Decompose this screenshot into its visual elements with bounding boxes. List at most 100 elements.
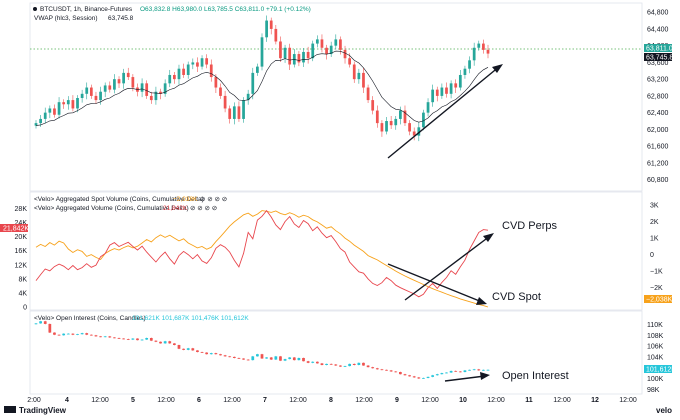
price-trend-arrow [387, 64, 503, 159]
oi-candle [385, 369, 388, 371]
price-candle [145, 83, 149, 96]
price-candle [94, 95, 98, 101]
time-tick-label: 2:00 [27, 397, 41, 404]
price-candle [283, 47, 287, 59]
oi-tick-label: 104K [647, 354, 664, 361]
price-candle [371, 100, 375, 111]
price-candle [435, 89, 439, 96]
time-tick-label: 11 [525, 397, 533, 404]
price-candle [113, 79, 116, 90]
price-candle [196, 62, 199, 67]
oi-candle [136, 338, 139, 341]
oi-candle [283, 359, 287, 361]
oi-candle [214, 353, 218, 355]
price-legend: BTCUSDT, 1h, Binance-Futures O63,832.8 H… [33, 6, 311, 22]
vwap-label: VWAP (hlc3, Session) [34, 15, 98, 22]
oi-candle [339, 365, 342, 367]
price-tick-label: 62,000 [647, 127, 669, 134]
oi-candle [325, 363, 328, 365]
price-tick-label: 63,200 [647, 77, 669, 84]
oi-candle [334, 364, 338, 366]
oi-candle [454, 370, 458, 372]
oi-candle [43, 321, 47, 324]
oi-tick-label: 106K [647, 344, 664, 351]
price-candle [389, 121, 393, 126]
price-candle [274, 28, 278, 42]
oi-legend-label: <Velo> Open Interest (Coins, Candles) [34, 315, 146, 322]
price-candle [403, 110, 407, 124]
price-candle [80, 93, 84, 98]
oi-candle [472, 369, 476, 371]
oi-candle [89, 334, 93, 336]
oi-candle [163, 341, 167, 344]
price-tick-label: 61,200 [647, 160, 669, 167]
price-candle [375, 110, 379, 124]
oi-candle [380, 369, 384, 371]
price-candle [482, 43, 485, 50]
price-candle [343, 49, 347, 59]
oi-candle [435, 374, 439, 376]
oi-candle [80, 333, 84, 335]
oi-candle [177, 345, 181, 349]
oi-candle [186, 348, 190, 350]
price-candle [76, 98, 79, 109]
price-candle [362, 72, 365, 88]
oi-candle [329, 363, 333, 365]
close-badge-text: 63,811.0 [646, 46, 673, 53]
price-candle [449, 83, 453, 94]
oi-candle [320, 363, 324, 365]
vwap-value: 63,745.8 [108, 15, 134, 22]
spot-right-badge [644, 295, 672, 303]
velo-brand: velo [656, 406, 672, 415]
oi-candle [99, 336, 102, 338]
cvd-left-tick-label: 4K [18, 290, 27, 297]
oi-candle [375, 368, 379, 370]
oi-tick-label: 110K [647, 322, 663, 329]
price-candle [53, 108, 56, 115]
oi-candle [274, 356, 278, 360]
cvd-left-tick-label: 0 [23, 305, 27, 312]
price-candle [131, 77, 135, 88]
oi-candle [292, 357, 296, 361]
price-candle [315, 39, 319, 44]
oi-candle [371, 367, 375, 369]
oi-candle [315, 361, 319, 364]
oi-candle [449, 370, 453, 373]
cvd-axis-right: 3K 2K 1K 0 −1K −2K [650, 203, 663, 293]
time-tick-label: 7 [263, 397, 267, 404]
oi-candle [408, 375, 411, 377]
vwap-line [35, 50, 489, 126]
price-candle [186, 64, 190, 75]
oi-candle [196, 350, 199, 353]
price-candle [380, 123, 384, 132]
oi-candle [219, 354, 222, 356]
tradingview-brand: TradingView [19, 406, 67, 415]
oi-candle [85, 333, 89, 335]
price-candle [85, 87, 89, 94]
oi-candle [131, 338, 135, 340]
oi-candle [297, 357, 301, 361]
price-candle [126, 72, 130, 78]
oi-candle [362, 362, 365, 366]
oi-candle [140, 339, 144, 341]
time-tick-label: 12:00 [487, 397, 505, 404]
oi-legend: <Velo> Open Interest (Coins, Candles) 10… [34, 315, 249, 322]
price-candle [223, 95, 227, 109]
price-candle [311, 43, 315, 59]
price-candle [348, 58, 352, 65]
price-candle [440, 87, 444, 96]
oi-candle [352, 363, 356, 365]
price-candle [408, 123, 411, 132]
time-tick-label: 12:00 [289, 397, 307, 404]
price-candle [246, 93, 250, 101]
oi-candle [477, 369, 481, 371]
price-candle [422, 112, 425, 128]
price-candle [177, 68, 181, 80]
price-axis: 64,80064,40064,00063,60063,20062,80062,4… [647, 10, 669, 184]
time-tick-label: 5 [131, 397, 135, 404]
ohlc-values: O63,832.8 H63,980.0 L63,785.5 C63,811.0 … [140, 6, 311, 13]
price-candle [426, 102, 430, 113]
price-candle [472, 47, 476, 61]
